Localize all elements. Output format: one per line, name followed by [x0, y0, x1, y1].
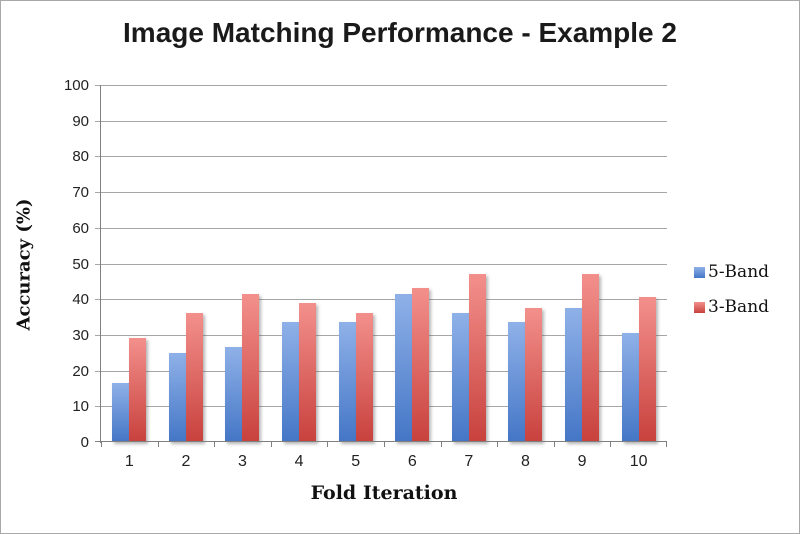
y-tick-label-20: 20 — [72, 363, 89, 380]
legend-marker-3-band-icon — [694, 301, 705, 313]
bar-5-band-fold-3 — [225, 347, 243, 442]
bar-3-band-fold-2 — [185, 313, 203, 442]
x-tick-label-2: 2 — [181, 453, 191, 470]
bar-3-band-fold-6 — [412, 288, 430, 442]
gridline-100 — [95, 85, 667, 86]
y-tick-label-70: 70 — [72, 184, 89, 201]
legend-marker-5-band-icon — [694, 266, 705, 278]
x-tick-label-1: 1 — [124, 453, 134, 470]
bar-5-band-fold-10 — [621, 333, 639, 442]
x-axis-line — [95, 441, 667, 442]
category-7 — [441, 85, 498, 442]
x-tick-mark-2 — [214, 442, 215, 447]
x-tick-label-10: 10 — [629, 453, 648, 470]
category-6 — [384, 85, 441, 442]
bar-3-band-fold-10 — [638, 297, 656, 442]
y-tick-label-30: 30 — [72, 327, 89, 344]
x-tick-mark-0 — [101, 442, 102, 447]
bar-5-band-fold-6 — [395, 294, 413, 442]
x-tick-label-6: 6 — [407, 453, 417, 470]
x-tick-mark-4 — [327, 442, 328, 447]
gridline-60 — [95, 228, 667, 229]
legend-entry-3-band: 3-Band — [694, 297, 769, 317]
y-tick-label-0: 0 — [80, 434, 89, 451]
x-tick-mark-7 — [497, 442, 498, 447]
y-tick-label-60: 60 — [72, 220, 89, 237]
gridline-40 — [95, 299, 667, 300]
bar-3-band-fold-9 — [582, 274, 600, 442]
bar-3-band-fold-7 — [468, 274, 486, 442]
bar-3-band-fold-8 — [525, 308, 543, 442]
bars-container — [101, 85, 667, 442]
x-tick-mark-3 — [271, 442, 272, 447]
legend-label-5-band: 5-Band — [708, 262, 770, 282]
category-8 — [497, 85, 554, 442]
legend-label-3-band: 3-Band — [708, 297, 770, 317]
x-tick-mark-1 — [158, 442, 159, 447]
category-4 — [271, 85, 328, 442]
x-tick-mark-8 — [554, 442, 555, 447]
category-5 — [327, 85, 384, 442]
category-10 — [610, 85, 667, 442]
x-tick-label-4: 4 — [294, 453, 304, 470]
gridline-10 — [95, 406, 667, 407]
x-tick-label-8: 8 — [521, 453, 530, 470]
category-1 — [101, 85, 158, 442]
x-tick-mark-6 — [441, 442, 442, 447]
bar-3-band-fold-3 — [242, 294, 260, 442]
bar-3-band-fold-1 — [129, 338, 147, 442]
x-tick-label-7: 7 — [464, 453, 474, 470]
y-tick-label-80: 80 — [72, 148, 89, 165]
y-axis-tick-labels: 0 10 20 30 40 50 60 70 80 90 100 — [1, 77, 89, 451]
y-tick-label-100: 100 — [63, 77, 89, 94]
x-tick-label-5: 5 — [351, 453, 361, 470]
x-tick-mark-10 — [666, 442, 667, 447]
bar-5-band-fold-8 — [508, 322, 526, 442]
x-axis-title: Fold Iteration — [310, 482, 458, 504]
bar-3-band-fold-4 — [299, 303, 317, 442]
bar-5-band-fold-2 — [168, 353, 186, 442]
gridline-80 — [95, 156, 667, 157]
y-tick-label-40: 40 — [72, 291, 89, 308]
x-tick-mark-5 — [384, 442, 385, 447]
gridline-20 — [95, 371, 667, 372]
x-tick-label-3: 3 — [238, 453, 247, 470]
y-tick-label-50: 50 — [72, 256, 89, 273]
gridline-70 — [95, 192, 667, 193]
gridline-50 — [95, 264, 667, 265]
x-tick-label-9: 9 — [577, 453, 587, 470]
x-tick-mark-9 — [610, 442, 611, 447]
y-axis-line — [100, 85, 101, 443]
plot-area — [95, 85, 667, 447]
legend-entry-5-band: 5-Band — [694, 262, 769, 282]
bar-5-band-fold-4 — [282, 322, 300, 442]
bar-5-band-fold-5 — [338, 322, 356, 442]
gridline-30 — [95, 335, 667, 336]
category-2 — [158, 85, 215, 442]
bar-3-band-fold-5 — [355, 313, 373, 442]
category-9 — [554, 85, 611, 442]
y-tick-label-90: 90 — [72, 113, 89, 130]
category-3 — [214, 85, 271, 442]
legend: 5-Band 3-Band — [694, 262, 769, 317]
y-tick-label-10: 10 — [72, 398, 89, 415]
chart-title: Image Matching Performance - Example 2 — [123, 17, 677, 48]
gridline-90 — [95, 121, 667, 122]
bar-5-band-fold-7 — [451, 313, 469, 442]
bar-5-band-fold-1 — [112, 383, 130, 442]
bar-5-band-fold-9 — [565, 308, 583, 442]
x-axis-tick-labels: 1 2 3 4 5 6 7 8 9 10 — [101, 453, 667, 471]
